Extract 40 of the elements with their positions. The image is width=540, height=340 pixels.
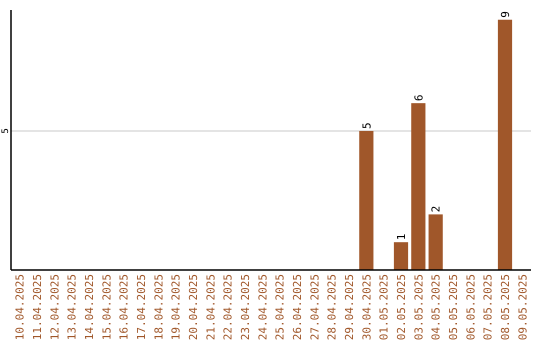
x-tick-label: 26.04.2025 — [291, 274, 304, 340]
x-tick-label: 01.05.2025 — [378, 274, 391, 340]
data-label: 1 — [395, 234, 408, 240]
x-tick-label: 15.04.2025 — [100, 274, 114, 340]
x-tick-label: 22.04.2025 — [222, 274, 235, 340]
x-tick-label: 05.05.2025 — [447, 274, 460, 340]
x-tick-label: 20.04.2025 — [187, 274, 200, 340]
x-tick-label: 18.04.2025 — [152, 274, 166, 340]
x-tick-label: 07.05.2025 — [482, 274, 495, 340]
x-tick-label: 13.04.2025 — [66, 274, 79, 340]
x-tick-label: 16.04.2025 — [118, 274, 131, 340]
x-tick-label: 27.04.2025 — [308, 274, 322, 340]
x-tick-label: 09.05.2025 — [516, 274, 530, 340]
x-tick-label: 03.05.2025 — [412, 274, 426, 340]
bar — [428, 214, 443, 270]
x-tick-label: 08.05.2025 — [499, 274, 512, 340]
data-label: 5 — [360, 122, 374, 129]
x-tick-label: 30.04.2025 — [360, 274, 374, 340]
x-tick-label: 19.04.2025 — [170, 274, 183, 340]
data-label: 6 — [412, 94, 426, 102]
bar — [498, 20, 512, 270]
data-label: 2 — [430, 206, 443, 212]
bar — [359, 130, 374, 270]
x-tick-label: 12.04.2025 — [48, 274, 62, 340]
x-tick-label: 21.04.2025 — [204, 274, 218, 340]
bar — [394, 242, 408, 270]
x-tick-label: 25.04.2025 — [274, 274, 287, 340]
x-tick-label: 24.04.2025 — [256, 274, 270, 340]
x-tick-label: 06.05.2025 — [464, 274, 478, 340]
x-tick-label: 10.04.2025 — [14, 274, 27, 340]
x-tick-label: 14.04.2025 — [83, 274, 96, 340]
x-tick-label: 23.04.2025 — [239, 274, 252, 340]
bar — [411, 103, 426, 270]
x-tick-label: 29.04.2025 — [343, 274, 356, 340]
x-tick-label: 28.04.2025 — [326, 274, 339, 340]
x-tick-label: 17.04.2025 — [135, 274, 148, 340]
x-tick-label: 04.05.2025 — [430, 274, 443, 340]
x-tick-label: 02.05.2025 — [395, 274, 408, 340]
x-tick-label: 11.04.2025 — [31, 274, 44, 340]
data-label: 9 — [499, 11, 512, 18]
